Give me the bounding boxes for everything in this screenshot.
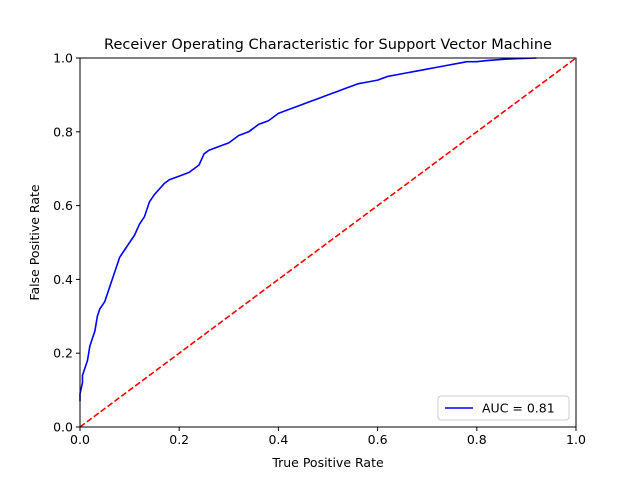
y-tick-label: 0.2 (53, 346, 73, 361)
x-tick-label: 0.0 (70, 432, 90, 447)
y-tick-label: 1.0 (53, 51, 73, 66)
y-tick-label: 0.0 (53, 420, 73, 435)
legend: AUC = 0.81 (438, 396, 569, 420)
chart-title: Receiver Operating Characteristic for Su… (104, 37, 552, 53)
x-tick-label: 1.0 (566, 432, 586, 447)
y-tick-label: 0.6 (53, 198, 73, 213)
x-tick-label: 0.8 (467, 432, 487, 447)
legend-label: AUC = 0.81 (482, 401, 555, 416)
x-tick-label: 0.6 (368, 432, 388, 447)
y-tick-label: 0.4 (53, 272, 73, 287)
x-axis-label: True Positive Rate (271, 455, 384, 470)
x-tick-label: 0.2 (169, 432, 189, 447)
x-tick-label: 0.4 (268, 432, 288, 447)
y-axis-label: False Positive Rate (27, 184, 42, 300)
y-tick-label: 0.8 (53, 124, 73, 139)
